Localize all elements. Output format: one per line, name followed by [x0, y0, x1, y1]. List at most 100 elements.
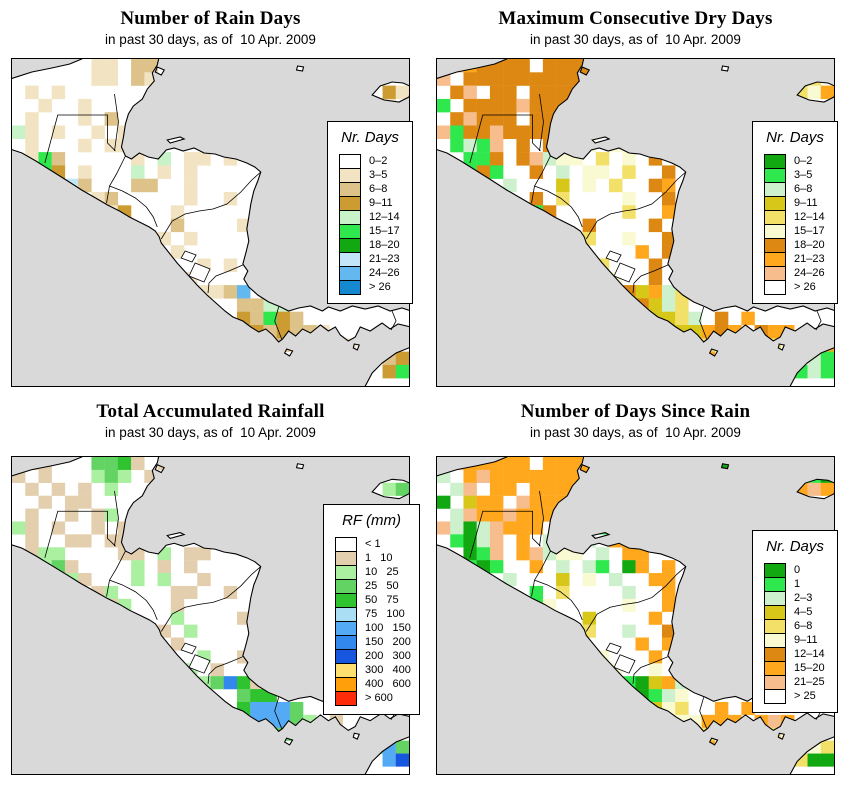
legend-entry: 6–8 [764, 182, 837, 197]
legend-color-chip [335, 537, 357, 552]
panel-subtitle: in past 30 days, as of 10 Apr. 2009 [530, 425, 741, 440]
legend-color-chip [764, 154, 786, 169]
legend-color-chip [339, 224, 361, 239]
legend-color-chip [764, 210, 786, 225]
legend-entry: 15–17 [339, 224, 412, 239]
country-border [469, 114, 541, 164]
legend-color-chip [764, 266, 786, 281]
legend-entry: 10 25 [335, 565, 419, 580]
panel-dry-days: Maximum Consecutive Dry Days in past 30 … [436, 8, 838, 387]
coastline [371, 478, 409, 500]
legend-label: 21–25 [794, 675, 825, 688]
legend-label: 100 150 [365, 621, 411, 634]
legend-color-chip [764, 182, 786, 197]
panel-title: Maximum Consecutive Dry Days [498, 8, 773, 29]
legend-color-chip [335, 607, 357, 622]
legend-color-chip [764, 563, 786, 578]
legend-label: 1 10 [365, 551, 393, 564]
legend-entry: > 600 [335, 691, 419, 706]
legend-entry: 150 200 [335, 635, 419, 650]
coastline [591, 136, 611, 144]
country-border [160, 566, 262, 632]
country-border [160, 171, 262, 240]
coastline [708, 348, 719, 357]
coastline [12, 59, 409, 343]
legend-color-chip [764, 689, 786, 704]
legend-entry: 1 10 [335, 551, 419, 566]
legend-entry: 400 600 [335, 677, 419, 692]
legend-label: 6–8 [794, 619, 813, 632]
legend-label: 12–14 [794, 647, 825, 660]
legend-label: > 26 [794, 280, 816, 293]
map-rain-days: Nr. Days 0–2 3–5 6–8 9–11 12–14 15–17 18–20 21–… [11, 58, 413, 387]
country-border [585, 566, 687, 632]
legend-label: 15–17 [794, 224, 825, 237]
coastline [283, 348, 294, 357]
legend-dry-days: Nr. Days 0–2 3–5 6–8 9–11 12–14 15–17 18–20 21–… [752, 121, 838, 304]
coastline [777, 343, 786, 351]
legend-color-chip [339, 154, 361, 169]
legend-color-chip [764, 647, 786, 662]
legend-color-chip [335, 649, 357, 664]
coastline [352, 732, 361, 740]
coastline [364, 347, 409, 386]
legend-color-chip [764, 675, 786, 690]
legend-color-chip [339, 280, 361, 295]
lake [180, 250, 197, 263]
legend-color-chip [335, 635, 357, 650]
coastline [295, 65, 305, 72]
legend-entry: > 25 [764, 689, 837, 704]
legend-entry: 15–17 [764, 224, 837, 239]
legend-rows: 0–2 3–5 6–8 9–11 12–14 15–17 18–20 21–23 24–26 > … [328, 154, 412, 295]
panel-days-since-rain: Number of Days Since Rain in past 30 day… [436, 401, 838, 775]
legend-label: 25 50 [365, 579, 399, 592]
legend-entry: 6–8 [764, 619, 837, 634]
panel-rainfall: Total Accumulated Rainfall in past 30 da… [11, 401, 420, 775]
country-border [207, 264, 243, 294]
country-border [815, 310, 822, 331]
panel-subtitle: in past 30 days, as of 10 Apr. 2009 [105, 425, 316, 440]
legend-entry: 75 100 [335, 607, 419, 622]
legend-label: 0 [794, 563, 801, 576]
coastline [154, 66, 166, 76]
panel-subtitle: in past 30 days, as of 10 Apr. 2009 [105, 32, 316, 47]
legend-label: 4–5 [794, 605, 813, 618]
coastline [708, 737, 719, 746]
legend-label: 12–14 [794, 210, 825, 223]
legend-entry: 50 75 [335, 593, 419, 608]
legend-label: 21–23 [794, 252, 825, 265]
lake [188, 654, 211, 674]
country-border [106, 155, 126, 204]
legend-rows: 0–2 3–5 6–8 9–11 12–14 15–17 18–20 21–23 24–26 > … [753, 154, 837, 295]
legend-entry: 21–23 [764, 252, 837, 267]
legend-entry: 3–5 [764, 168, 837, 183]
landmass [167, 532, 185, 539]
legend-title: Nr. Days [766, 538, 824, 555]
coastline [579, 464, 591, 474]
legend-entry: 15–20 [764, 661, 837, 676]
legend-label: 1 [794, 577, 801, 590]
panel-rain-days: Number of Rain Days in past 30 days, as … [11, 8, 413, 387]
map-days-since-rain: Nr. Days 0 1 2–3 4–5 6–8 9–11 12–14 15–20 21–25 >… [436, 456, 838, 775]
legend-entry: 100 150 [335, 621, 419, 636]
legend-color-chip [764, 224, 786, 239]
country-border [207, 656, 243, 684]
coastline [579, 66, 591, 76]
panel-title: Number of Days Since Rain [520, 401, 751, 422]
legend-label: 9–11 [369, 196, 393, 209]
panel-title: Total Accumulated Rainfall [96, 401, 325, 422]
lake [613, 654, 636, 674]
coastline [720, 463, 730, 470]
legend-color-chip [335, 551, 357, 566]
legend-label: 9–11 [794, 196, 818, 209]
landmass [167, 137, 185, 143]
legend-label: > 25 [794, 689, 816, 702]
legend-entry: < 1 [335, 537, 419, 552]
coastline [364, 736, 409, 774]
coastline [437, 59, 834, 343]
country-border [534, 185, 583, 228]
legend-label: 18–20 [794, 238, 825, 251]
country-border [585, 171, 687, 240]
